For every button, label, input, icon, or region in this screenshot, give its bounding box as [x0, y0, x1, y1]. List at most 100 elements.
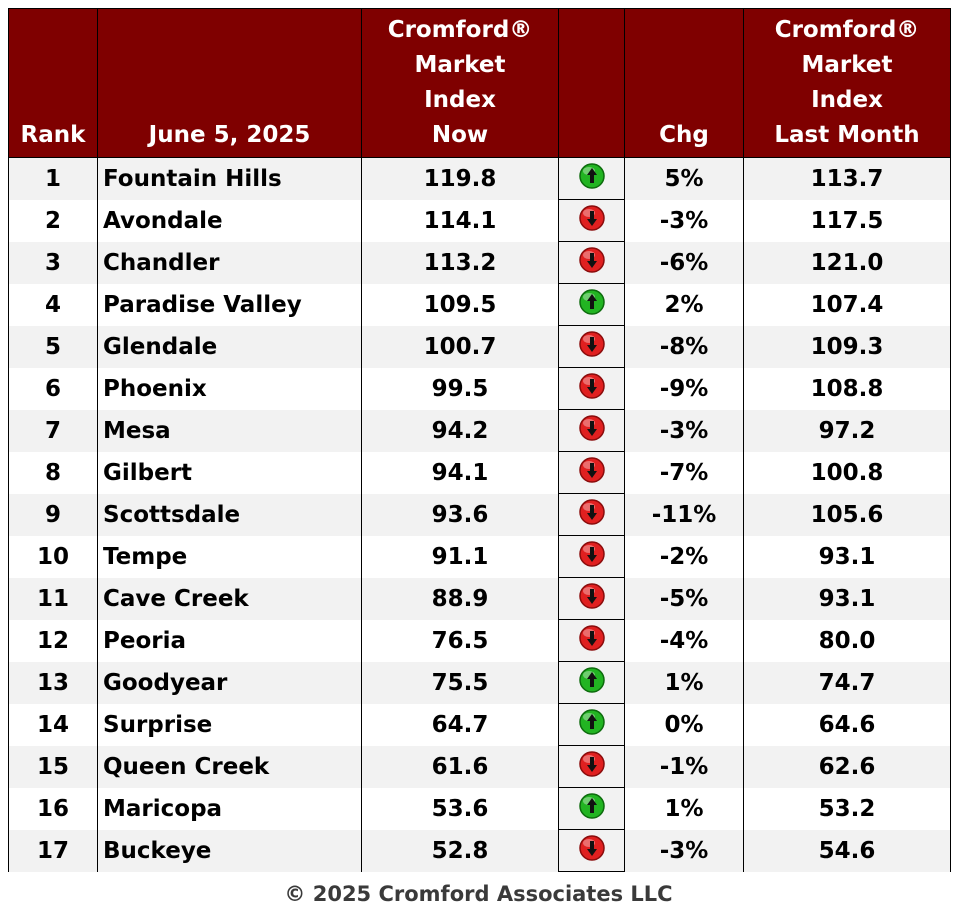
table-row: 3 Chandler 113.2 -6% 121.0	[8, 241, 951, 284]
table-row: 8 Gilbert 94.1 -7% 100.8	[8, 451, 951, 494]
rank-cell: 4	[8, 283, 98, 326]
city-cell: Chandler	[97, 241, 362, 284]
index-last-month-cell: 105.6	[743, 493, 951, 536]
trend-cell	[558, 157, 625, 200]
rank-cell: 15	[8, 745, 98, 788]
rank-cell: 13	[8, 661, 98, 704]
index-last-month-cell: 117.5	[743, 199, 951, 242]
index-now-cell: 119.8	[361, 157, 559, 200]
index-last-month-cell: 107.4	[743, 283, 951, 326]
city-cell: Tempe	[97, 535, 362, 578]
header-index-now-line: Index	[424, 87, 496, 113]
trend-cell	[558, 199, 625, 242]
index-last-month-cell: 100.8	[743, 451, 951, 494]
index-now-cell: 94.1	[361, 451, 559, 494]
index-now-cell: 88.9	[361, 577, 559, 620]
trend-cell	[558, 535, 625, 578]
city-cell: Glendale	[97, 325, 362, 368]
header-index-last-line: Last Month	[774, 122, 920, 148]
index-now-cell: 64.7	[361, 703, 559, 746]
copyright-text: © 2025 Cromford Associates LLC	[284, 882, 673, 906]
table-row: 13 Goodyear 75.5 1% 74.7	[8, 661, 951, 704]
header-index-last-month: Cromford® Market Index Last Month	[743, 8, 951, 158]
index-last-month-cell: 64.6	[743, 703, 951, 746]
index-now-cell: 113.2	[361, 241, 559, 284]
index-now-cell: 53.6	[361, 787, 559, 830]
market-index-table: Rank June 5, 2025 Cromford® Market Index…	[8, 8, 951, 872]
change-cell: 5%	[624, 157, 744, 200]
table-row: 1 Fountain Hills 119.8 5% 113.7	[8, 157, 951, 200]
rank-cell: 8	[8, 451, 98, 494]
table-row: 10 Tempe 91.1 -2% 93.1	[8, 535, 951, 578]
trend-cell	[558, 241, 625, 284]
change-cell: 1%	[624, 787, 744, 830]
city-cell: Scottsdale	[97, 493, 362, 536]
trend-cell	[558, 283, 625, 326]
rank-cell: 17	[8, 829, 98, 872]
green-up-arrow-icon	[578, 709, 605, 735]
city-cell: Maricopa	[97, 787, 362, 830]
change-cell: -7%	[624, 451, 744, 494]
trend-cell	[558, 661, 625, 704]
city-cell: Cave Creek	[97, 577, 362, 620]
trend-cell	[558, 829, 625, 872]
table-body: 1 Fountain Hills 119.8 5% 113.7 2 Avondale 114.…	[8, 157, 951, 872]
city-cell: Surprise	[97, 703, 362, 746]
table-row: 7 Mesa 94.2 -3% 97.2	[8, 409, 951, 452]
index-last-month-cell: 62.6	[743, 745, 951, 788]
red-down-arrow-icon	[578, 457, 605, 483]
index-now-cell: 91.1	[361, 535, 559, 578]
change-cell: -1%	[624, 745, 744, 788]
change-cell: -5%	[624, 577, 744, 620]
header-row: Rank June 5, 2025 Cromford® Market Index…	[8, 8, 951, 158]
red-down-arrow-icon	[578, 751, 605, 777]
index-last-month-cell: 93.1	[743, 535, 951, 578]
change-cell: -4%	[624, 619, 744, 662]
green-up-arrow-icon	[578, 667, 605, 693]
city-cell: Mesa	[97, 409, 362, 452]
change-cell: -6%	[624, 241, 744, 284]
change-cell: -3%	[624, 409, 744, 452]
rank-cell: 9	[8, 493, 98, 536]
header-date: June 5, 2025	[97, 8, 362, 158]
rank-cell: 12	[8, 619, 98, 662]
index-last-month-cell: 80.0	[743, 619, 951, 662]
index-now-cell: 93.6	[361, 493, 559, 536]
rank-cell: 14	[8, 703, 98, 746]
change-cell: -9%	[624, 367, 744, 410]
change-cell: -11%	[624, 493, 744, 536]
city-cell: Fountain Hills	[97, 157, 362, 200]
trend-cell	[558, 325, 625, 368]
index-last-month-cell: 108.8	[743, 367, 951, 410]
change-cell: -8%	[624, 325, 744, 368]
red-down-arrow-icon	[578, 415, 605, 441]
red-down-arrow-icon	[578, 373, 605, 399]
trend-cell	[558, 577, 625, 620]
index-now-cell: 52.8	[361, 829, 559, 872]
rank-cell: 10	[8, 535, 98, 578]
city-cell: Peoria	[97, 619, 362, 662]
header-index-now-line: Cromford®	[387, 17, 533, 43]
trend-cell	[558, 493, 625, 536]
index-now-cell: 109.5	[361, 283, 559, 326]
table-row: 16 Maricopa 53.6 1% 53.2	[8, 787, 951, 830]
city-cell: Gilbert	[97, 451, 362, 494]
index-last-month-cell: 109.3	[743, 325, 951, 368]
index-now-cell: 61.6	[361, 745, 559, 788]
header-arrow	[558, 8, 625, 158]
header-index-last-line: Index	[811, 87, 883, 113]
trend-cell	[558, 787, 625, 830]
table-row: 15 Queen Creek 61.6 -1% 62.6	[8, 745, 951, 788]
header-index-now-line: Market	[414, 52, 506, 78]
index-last-month-cell: 54.6	[743, 829, 951, 872]
table-row: 12 Peoria 76.5 -4% 80.0	[8, 619, 951, 662]
city-cell: Avondale	[97, 199, 362, 242]
green-up-arrow-icon	[578, 793, 605, 819]
index-last-month-cell: 97.2	[743, 409, 951, 452]
header-index-last-line: Cromford®	[774, 17, 920, 43]
header-chg: Chg	[624, 8, 744, 158]
rank-cell: 7	[8, 409, 98, 452]
city-cell: Phoenix	[97, 367, 362, 410]
city-cell: Goodyear	[97, 661, 362, 704]
trend-cell	[558, 409, 625, 452]
